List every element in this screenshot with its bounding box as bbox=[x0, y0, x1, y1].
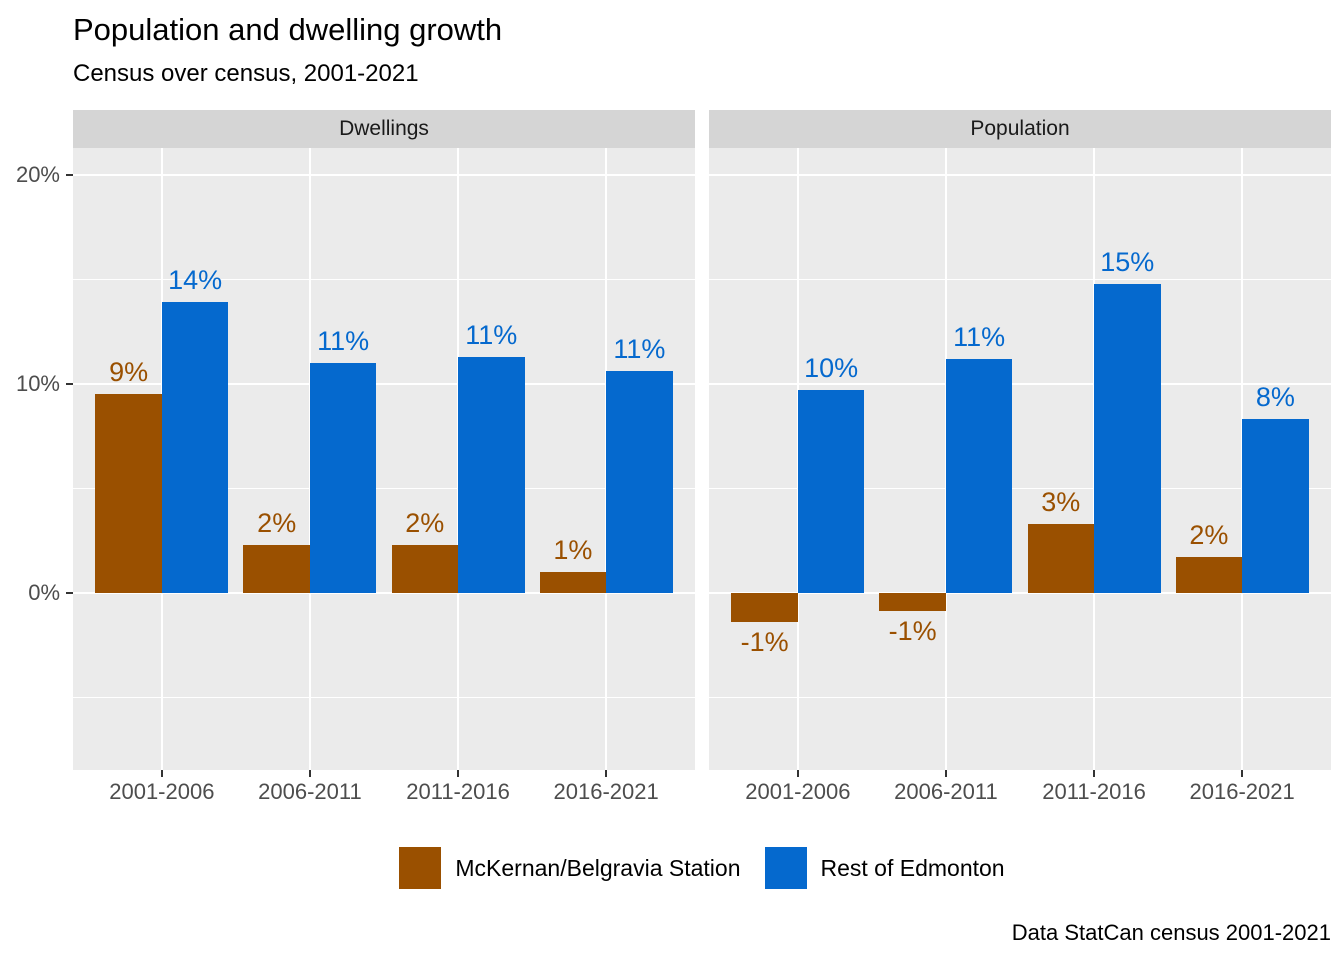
bar-mckernan bbox=[539, 571, 607, 593]
bar-value-label: 10% bbox=[804, 353, 859, 384]
legend-swatch bbox=[399, 847, 442, 889]
major-gridline bbox=[73, 174, 695, 177]
bar-value-label: 15% bbox=[1100, 246, 1155, 277]
x-axis-label: 2006-2011 bbox=[258, 779, 362, 804]
chart-caption: Data StatCan census 2001-2021 bbox=[1011, 920, 1331, 945]
bar-value-label: -1% bbox=[740, 626, 789, 657]
y-axis-tick bbox=[66, 591, 73, 594]
minor-gridline bbox=[73, 488, 695, 490]
bar-rest-of-edmonton bbox=[945, 358, 1013, 593]
x-axis-tick bbox=[605, 770, 608, 777]
bar-value-label: 11% bbox=[953, 321, 1006, 352]
legend-item: McKernan/Belgravia Station bbox=[399, 847, 741, 889]
bar-value-label: 2% bbox=[405, 507, 445, 538]
bar-value-label: -1% bbox=[888, 616, 937, 647]
legend-label: McKernan/Belgravia Station bbox=[455, 854, 741, 881]
bar-rest-of-edmonton bbox=[458, 356, 525, 593]
minor-gridline bbox=[73, 696, 695, 698]
x-axis-label: 2016-2021 bbox=[1189, 779, 1295, 804]
bar-mckernan bbox=[95, 394, 162, 593]
legend-label: Rest of Edmonton bbox=[820, 854, 1005, 881]
x-axis-tick bbox=[1241, 770, 1244, 777]
x-axis-label: 2016-2021 bbox=[553, 779, 659, 804]
bar-mckernan bbox=[731, 592, 798, 622]
bar-rest-of-edmonton bbox=[606, 371, 673, 593]
y-axis-label: 0% bbox=[28, 579, 60, 605]
x-axis-label: 2011-2016 bbox=[406, 779, 510, 804]
bar-mckernan bbox=[879, 592, 946, 612]
x-axis-tick bbox=[944, 770, 947, 777]
bar-value-label: 11% bbox=[613, 334, 666, 365]
chart-subtitle: Census over census, 2001-2021 bbox=[73, 60, 419, 87]
major-gridline bbox=[709, 382, 1331, 385]
bar-rest-of-edmonton bbox=[1094, 283, 1161, 593]
x-axis-tick bbox=[457, 770, 460, 777]
x-axis-tick bbox=[796, 770, 799, 777]
bar-value-label: 14% bbox=[168, 265, 223, 296]
x-axis-tick bbox=[308, 770, 311, 777]
facet-panel: -1% 10% -1% 11% 3% 15% 2% 8% bbox=[709, 148, 1331, 770]
bar-value-label: 2% bbox=[257, 507, 297, 538]
y-axis-tick bbox=[66, 382, 73, 385]
x-axis-label: 2001-2006 bbox=[109, 779, 215, 804]
major-gridline bbox=[709, 174, 1331, 177]
facet-strip-label: Dwellings bbox=[73, 110, 695, 148]
bar-mckernan bbox=[243, 544, 310, 593]
legend: McKernan/Belgravia Station Rest of Edmont… bbox=[73, 846, 1331, 890]
x-axis-label: 2011-2016 bbox=[1042, 779, 1146, 804]
bar-value-label: 2% bbox=[1189, 520, 1229, 551]
major-gridline bbox=[73, 591, 695, 594]
minor-gridline bbox=[709, 488, 1331, 490]
bar-mckernan bbox=[1175, 557, 1243, 593]
minor-gridline bbox=[73, 279, 695, 281]
facet-panel: 9% 14% 2% 11% 2% 11% 1% 11% bbox=[73, 148, 695, 770]
legend-item: Rest of Edmonton bbox=[764, 847, 1005, 889]
facet-strip-label: Population bbox=[709, 110, 1331, 148]
chart-title: Population and dwelling growth bbox=[73, 12, 503, 47]
x-axis-label: 2001-2006 bbox=[745, 779, 851, 804]
bar-value-label: 8% bbox=[1255, 382, 1295, 413]
bar-value-label: 3% bbox=[1041, 486, 1081, 517]
bar-rest-of-edmonton bbox=[309, 362, 377, 593]
minor-gridline bbox=[709, 279, 1331, 281]
x-axis-label: 2006-2011 bbox=[894, 779, 998, 804]
y-axis-label: 10% bbox=[15, 370, 60, 396]
bar-rest-of-edmonton bbox=[161, 302, 229, 593]
bar-value-label: 9% bbox=[109, 357, 149, 388]
major-gridline bbox=[73, 382, 695, 385]
bar-rest-of-edmonton bbox=[797, 390, 865, 593]
x-axis-tick bbox=[160, 770, 163, 777]
bar-mckernan bbox=[1027, 523, 1095, 593]
legend-swatch bbox=[764, 847, 807, 889]
bar-mckernan bbox=[391, 544, 459, 593]
x-axis-tick bbox=[1093, 770, 1096, 777]
bar-value-label: 11% bbox=[465, 319, 518, 350]
bar-rest-of-edmonton bbox=[1242, 419, 1309, 593]
bar-value-label: 11% bbox=[317, 325, 370, 356]
y-axis-tick bbox=[66, 174, 73, 177]
y-axis-label: 20% bbox=[15, 162, 60, 188]
bar-value-label: 1% bbox=[553, 534, 593, 565]
major-gridline bbox=[709, 591, 1331, 594]
minor-gridline bbox=[709, 696, 1331, 698]
